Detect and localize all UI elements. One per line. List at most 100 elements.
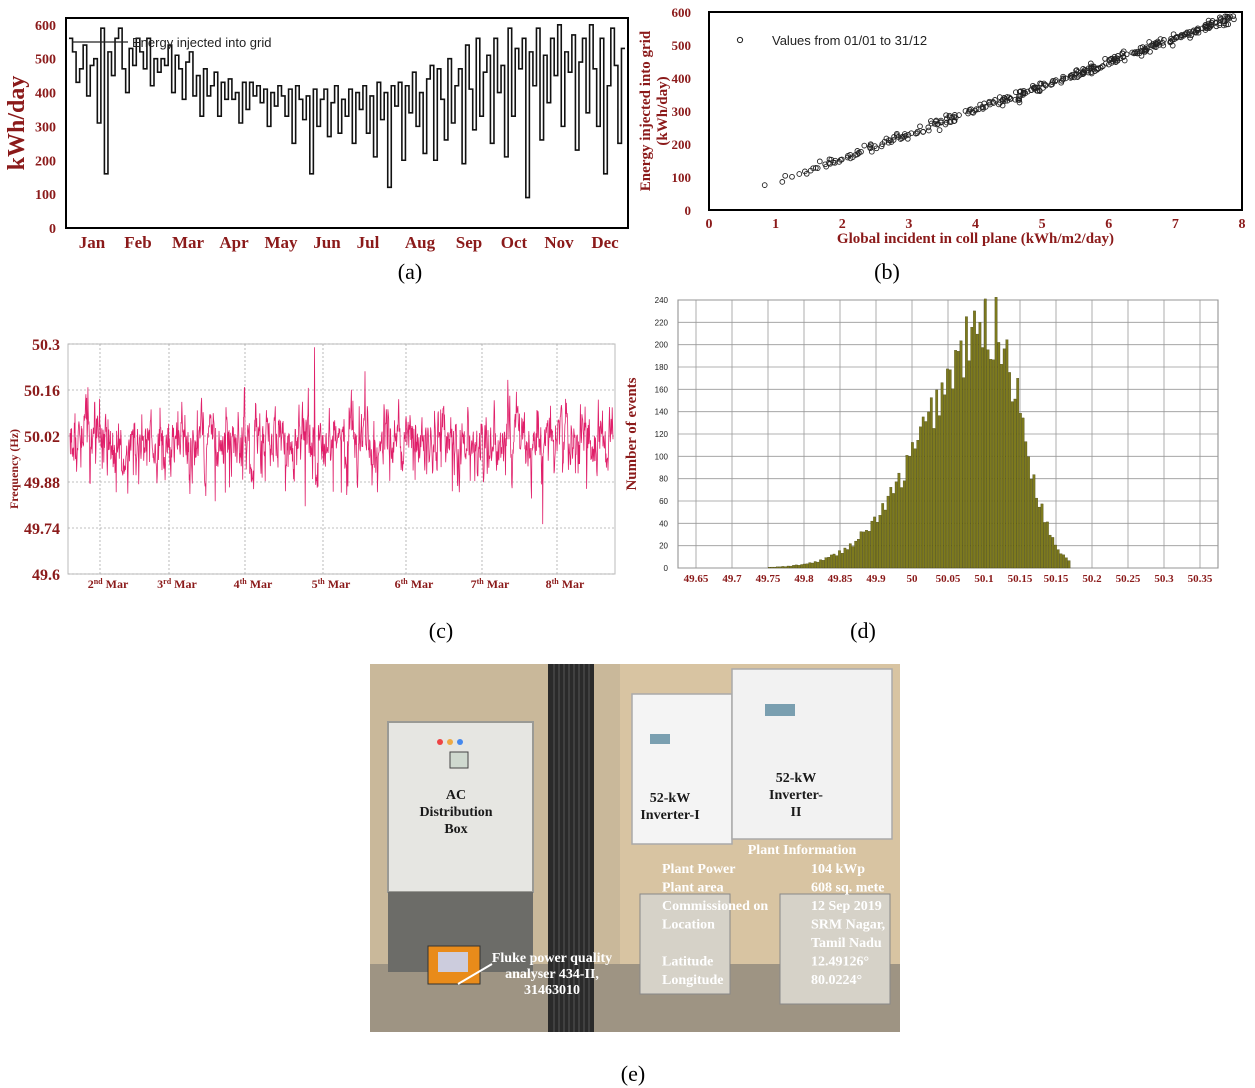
chart-d-bar xyxy=(1016,378,1020,569)
chart-b-point xyxy=(847,151,854,158)
chart-b-ytick: 600 xyxy=(672,5,692,20)
chart-d-bar xyxy=(1010,401,1014,569)
chart-a-legend: Energy injected into grid xyxy=(132,35,271,50)
chart-d-bar xyxy=(878,515,882,569)
chart-b-ytick: 100 xyxy=(672,170,692,185)
chart-b-point xyxy=(814,165,821,171)
chart-b-point xyxy=(1206,25,1213,31)
chart-c-ytick: 49.74 xyxy=(24,521,60,538)
chart-b-point xyxy=(789,173,795,180)
chart-d-bar xyxy=(873,516,876,569)
chart-d-bar xyxy=(1040,503,1044,569)
chart-b-point xyxy=(1058,79,1065,86)
chart-d-bar xyxy=(1059,553,1063,569)
chart-d-bar xyxy=(970,327,974,569)
chart-d-bar xyxy=(997,342,1001,569)
chart-c-xtick: 6th Mar xyxy=(395,577,434,591)
label-ac-box: Box xyxy=(444,822,467,837)
panel-label-d: (d) xyxy=(850,618,876,643)
chart-a-xtick: Jan xyxy=(79,233,106,252)
chart-d-bar xyxy=(851,546,855,569)
chart-b-point xyxy=(965,110,971,117)
chart-b-point xyxy=(873,145,880,152)
chart-b-point xyxy=(1120,54,1127,60)
chart-d-bar xyxy=(1037,506,1041,569)
chart-b-point xyxy=(1223,21,1229,28)
chart-b-point xyxy=(1030,84,1037,91)
chart-d-bar xyxy=(1054,544,1057,569)
chart-b-point xyxy=(1060,76,1066,83)
chart-b-point xyxy=(1119,50,1126,57)
chart-d-bar xyxy=(1029,479,1033,569)
chart-b-point xyxy=(802,168,808,175)
chart-b-point xyxy=(1006,94,1013,101)
chart-d-xtick: 50.15 xyxy=(1044,573,1069,585)
chart-d-bar xyxy=(897,472,901,569)
chart-b-point xyxy=(1178,34,1184,41)
chart-d-xtick: 49.65 xyxy=(684,573,709,585)
plant-info-key: Commissioned on xyxy=(662,899,768,914)
chart-b-point xyxy=(905,132,912,138)
chart-b-point xyxy=(943,112,949,119)
chart-d-bar xyxy=(1062,554,1065,569)
chart-d-ytick: 120 xyxy=(655,430,669,439)
chart-d-bar xyxy=(1032,474,1036,569)
chart-b-point xyxy=(782,172,789,179)
chart-b-point xyxy=(1177,33,1184,40)
chart-b-point xyxy=(1185,32,1192,38)
chart-d-bar xyxy=(838,550,841,569)
chart-b-point xyxy=(807,167,814,174)
chart-b-point xyxy=(1048,82,1054,88)
chart-d-bar xyxy=(951,388,955,569)
chart-a-ytick: 400 xyxy=(35,87,56,102)
chart-b-point xyxy=(1069,74,1075,81)
plant-info-value: 12.49126° xyxy=(811,955,869,970)
chart-b-point xyxy=(1230,13,1237,20)
plant-info-value: SRM Nagar, xyxy=(811,918,885,933)
chart-d-bar xyxy=(821,560,825,569)
chart-b-point xyxy=(928,120,935,127)
chart-d-ytick: 220 xyxy=(655,318,669,327)
chart-c-ytick: 49.88 xyxy=(24,475,60,492)
chart-b-point xyxy=(1168,35,1174,42)
chart-d-bar xyxy=(992,359,995,569)
chart-b-point xyxy=(920,129,926,135)
chart-d-bar xyxy=(1067,560,1071,569)
chart-c-ytick: 50.16 xyxy=(24,383,60,400)
chart-b-point xyxy=(914,130,920,136)
chart-b-point xyxy=(1073,67,1080,73)
chart-b-point xyxy=(832,159,838,166)
chart-b-point xyxy=(999,102,1006,109)
chart-d-bar xyxy=(1046,521,1049,569)
chart-d-xtick: 49.8 xyxy=(794,573,814,585)
chart-a-xtick: Jun xyxy=(313,233,341,252)
chart-b-point xyxy=(1161,37,1167,43)
chart-a-xtick: Dec xyxy=(591,233,619,252)
chart-d-bar xyxy=(857,539,860,569)
chart-d-bar xyxy=(981,347,984,569)
chart-d-bar xyxy=(1019,413,1022,569)
chart-d-bar xyxy=(919,426,922,569)
chart-b-xtick: 7 xyxy=(1172,217,1179,232)
chart-b-point xyxy=(1121,57,1128,64)
chart-b-point xyxy=(1190,27,1197,34)
chart-a-ytick: 600 xyxy=(35,19,56,34)
chart-d-ytick: 240 xyxy=(655,296,669,305)
chart-d-bar xyxy=(813,561,817,569)
chart-b-point xyxy=(1042,82,1049,89)
chart-d-bar xyxy=(967,360,971,569)
chart-d-ytick: 0 xyxy=(664,564,669,573)
chart-d-bar xyxy=(1000,364,1003,569)
chart-b-point xyxy=(995,101,1002,108)
chart-d-bar xyxy=(946,368,949,569)
chart-d-xtick: 49.85 xyxy=(828,573,853,585)
chart-b-point xyxy=(933,117,940,124)
chart-b-point xyxy=(779,179,786,185)
ac-box-lamp xyxy=(437,739,443,745)
chart-b-legend: Values from 01/01 to 31/12 xyxy=(772,33,927,48)
chart-d-ytick: 20 xyxy=(659,542,668,551)
chart-d-bar xyxy=(867,531,871,569)
chart-a-ytick: 0 xyxy=(49,222,56,237)
chart-d-bar xyxy=(1043,522,1047,569)
plant-info-key: Plant Power xyxy=(662,862,735,877)
